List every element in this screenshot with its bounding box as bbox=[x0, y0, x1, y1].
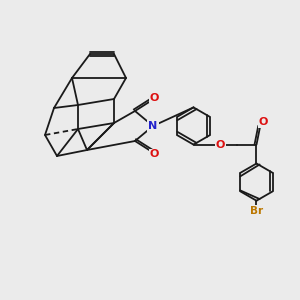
Text: O: O bbox=[150, 92, 159, 103]
Text: N: N bbox=[148, 121, 158, 131]
Text: O: O bbox=[150, 149, 159, 160]
Text: O: O bbox=[258, 117, 268, 127]
Text: Br: Br bbox=[250, 206, 263, 216]
Text: O: O bbox=[216, 140, 225, 150]
